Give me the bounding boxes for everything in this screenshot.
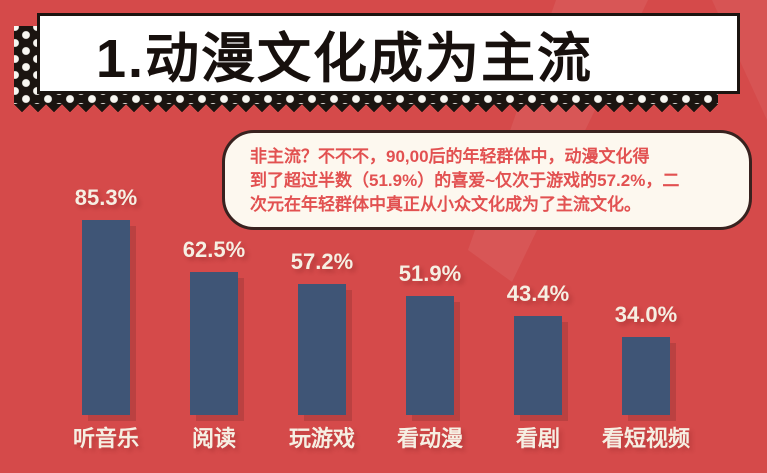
bar bbox=[298, 284, 346, 415]
bar bbox=[622, 337, 670, 415]
bar-value-label: 51.9% bbox=[398, 261, 462, 286]
bar-category-label: 玩游戏 bbox=[288, 426, 355, 451]
bar-column: 43.4% 看剧 bbox=[484, 185, 592, 451]
bar bbox=[514, 316, 562, 415]
bar-column: 51.9% 看动漫 bbox=[376, 185, 484, 451]
bar-category-label: 阅读 bbox=[191, 426, 236, 451]
callout-text-line: 次元在年轻群体中真正从小众文化成为了主流文化。 bbox=[250, 195, 641, 214]
callout-bubble: 非主流？不不不，90,00后的年轻群体中，动漫文化得 到了超过半数（51.9%）… bbox=[222, 130, 752, 230]
page-title: 1.动漫文化成为主流 bbox=[96, 29, 594, 89]
bar-chart: 85.3% 听音乐 62.5% 阅读 57.2% 玩游戏 51.9% 看动漫 43.4% 看剧 34… bbox=[52, 185, 700, 451]
bar-category-label: 听音乐 bbox=[72, 426, 139, 451]
bar bbox=[190, 272, 238, 415]
header-panel: 1.动漫文化成为主流 bbox=[37, 13, 740, 94]
bar-category-label: 看动漫 bbox=[396, 426, 463, 451]
bar-column: 57.2% 玩游戏 bbox=[268, 185, 376, 451]
bar-column: 85.3% 听音乐 bbox=[52, 185, 160, 451]
callout-text-line: 到了超过半数（51.9%）的喜爱~仅次于游戏的57.2%，二 bbox=[250, 171, 680, 190]
bar bbox=[82, 220, 130, 415]
bar-category-label: 看短视频 bbox=[601, 426, 690, 451]
bar-column: 62.5% 阅读 bbox=[160, 185, 268, 451]
bar-value-label: 34.0% bbox=[614, 302, 678, 327]
bar-value-label: 85.3% bbox=[74, 185, 138, 210]
bar-value-label: 57.2% bbox=[290, 249, 354, 274]
bar-value-label: 62.5% bbox=[182, 237, 246, 262]
bar bbox=[406, 296, 454, 415]
callout-text-line: 非主流？不不不，90,00后的年轻群体中，动漫文化得 bbox=[250, 147, 650, 166]
bar-value-label: 43.4% bbox=[506, 281, 570, 306]
bar-column: 34.0% 看短视频 bbox=[592, 185, 700, 451]
bar-category-label: 看剧 bbox=[515, 426, 560, 451]
